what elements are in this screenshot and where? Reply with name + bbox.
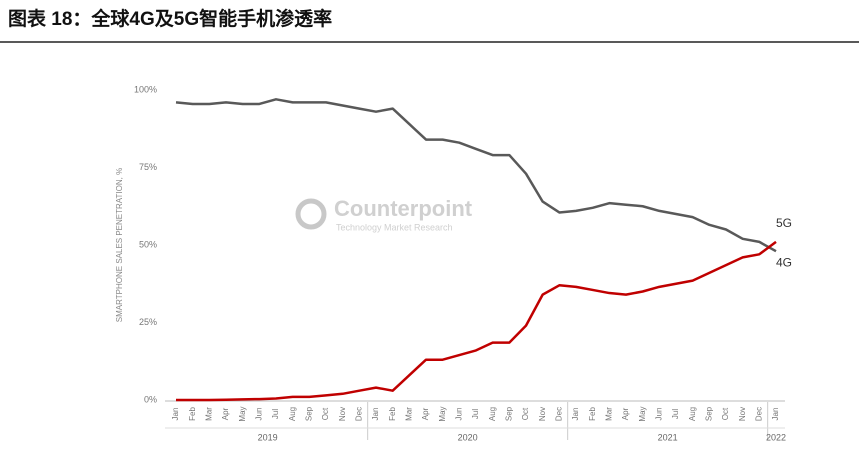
y-tick-label: 50% [139,239,157,249]
x-tick-label: Nov [738,407,747,421]
x-tick-label: Oct [521,407,530,420]
x-tick-label: Mar [604,407,613,421]
x-tick-label: Dec [354,407,363,421]
x-tick-label: Feb [388,407,397,421]
x-tick-label: Jul [671,409,680,419]
watermark-tagline: Technology Market Research [336,222,453,232]
figure-title: 图表 18：全球4G及5G智能手机渗透率 [8,7,332,30]
series-label: 5G [776,216,792,230]
x-tick-label: Apr [221,407,230,420]
x-tick-label: Jun [254,408,263,421]
watermark-logo [295,198,327,230]
year-label: 2019 [258,432,278,442]
x-tick-label: Jan [371,408,380,421]
watermark-name: Counterpoint [334,196,473,221]
year-label: 2021 [658,432,678,442]
x-tick-label: Dec [554,407,563,421]
y-tick-label: 0% [144,394,157,404]
series-line [176,240,777,402]
x-tick-label: May [638,406,647,421]
x-tick-label: Nov [538,407,547,421]
x-tick-label: Oct [321,407,330,420]
y-axis-title: SMARTPHONE SALES PENETRATION, % [115,168,124,322]
x-tick-label: Mar [204,407,213,421]
x-tick-label: Sep [304,406,313,421]
x-tick-label: Jan [571,408,580,421]
x-tick-label: Jun [454,408,463,421]
y-tick-label: 75% [139,162,157,172]
x-tick-label: Sep [504,406,513,421]
x-tick-label: May [238,406,247,421]
x-tick-label: May [438,406,447,421]
y-tick-label: 25% [139,317,157,327]
x-tick-label: Jan [771,408,780,421]
year-label: 2022 [766,432,786,442]
x-tick-label: Jul [271,409,280,419]
x-tick-label: Feb [588,407,597,421]
x-tick-label: Feb [188,407,197,421]
x-tick-label: Jul [471,409,480,419]
y-tick-label: 100% [134,84,157,94]
x-tick-label: Aug [288,407,297,421]
x-tick-label: Apr [421,407,430,420]
x-tick-label: Nov [338,407,347,421]
x-tick-label: Oct [721,407,730,420]
year-label: 2020 [458,432,478,442]
x-tick-label: Apr [621,407,630,420]
series-label: 4G [776,255,792,269]
x-tick-label: Mar [404,407,413,421]
series-line [175,98,777,253]
x-tick-label: Jun [654,408,663,421]
x-tick-label: Dec [754,407,763,421]
x-tick-label: Sep [704,406,713,421]
x-tick-label: Jan [171,408,180,421]
x-tick-label: Aug [488,407,497,421]
x-tick-label: Aug [688,407,697,421]
